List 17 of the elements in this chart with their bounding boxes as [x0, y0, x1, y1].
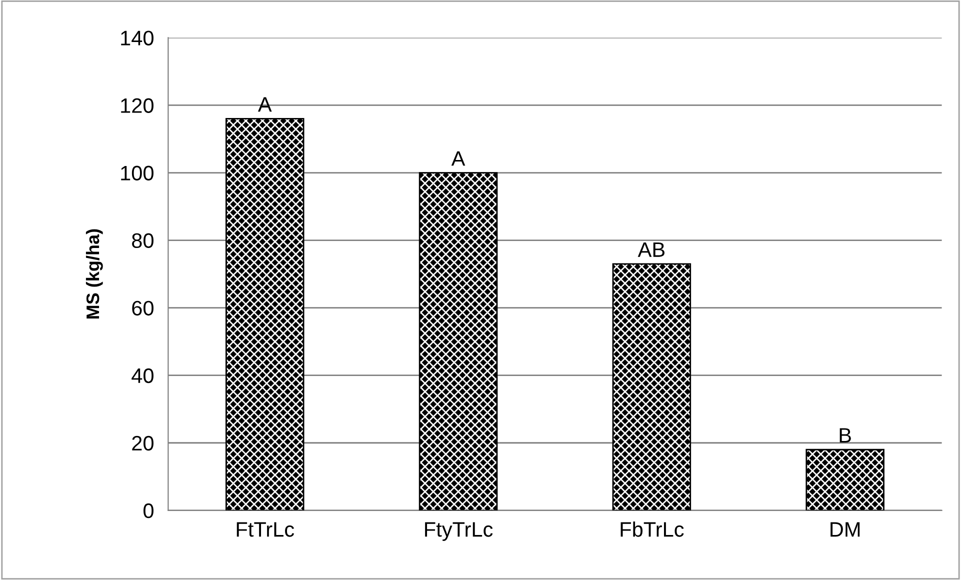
annotation: A	[451, 151, 466, 166]
annotation: AB	[638, 242, 664, 257]
y-tick-label: 0	[144, 503, 154, 518]
y-axis-title: MS (kg/ha)	[86, 229, 103, 318]
y-tick-label: 140	[121, 30, 154, 46]
y-tick-label: 20	[132, 436, 154, 451]
x-tick-label: FtyTrLc	[425, 522, 493, 541]
x-tick-label: FtTrLc	[236, 522, 294, 537]
y-tick-label: 100	[121, 166, 154, 181]
x-tick-label: DM	[830, 522, 860, 537]
annotation: B	[840, 428, 851, 443]
x-tick-label: FbTrLc	[620, 522, 684, 537]
y-tick-label: 40	[132, 368, 154, 384]
y-tick-label: 60	[132, 300, 154, 316]
annotation: A	[258, 97, 272, 112]
y-tick-label: 120	[121, 98, 154, 113]
y-tick-label: 80	[132, 233, 154, 248]
